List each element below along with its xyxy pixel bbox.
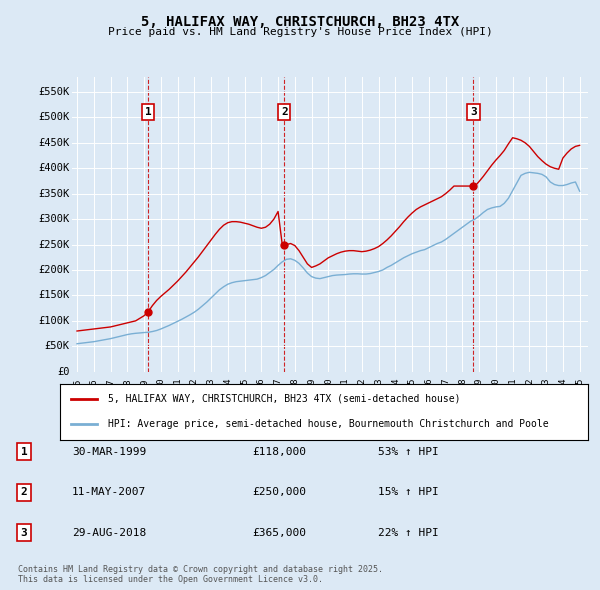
Text: £118,000: £118,000 — [252, 447, 306, 457]
Text: 2012: 2012 — [358, 378, 367, 399]
Text: £550K: £550K — [38, 87, 70, 97]
Text: 2020: 2020 — [491, 378, 500, 399]
Text: 2017: 2017 — [441, 378, 450, 399]
Text: 2023: 2023 — [542, 378, 551, 399]
Text: 2016: 2016 — [424, 378, 433, 399]
Text: 2024: 2024 — [559, 378, 568, 399]
Text: 1995: 1995 — [73, 378, 82, 399]
Text: 2014: 2014 — [391, 378, 400, 399]
Text: 2013: 2013 — [374, 378, 383, 399]
Text: £0: £0 — [57, 367, 70, 376]
Text: 2: 2 — [281, 107, 287, 117]
Text: £150K: £150K — [38, 290, 70, 300]
Text: 1997: 1997 — [106, 378, 115, 399]
Text: 2005: 2005 — [240, 378, 249, 399]
Text: 2021: 2021 — [508, 378, 517, 399]
Text: 2011: 2011 — [341, 378, 350, 399]
Text: 5, HALIFAX WAY, CHRISTCHURCH, BH23 4TX: 5, HALIFAX WAY, CHRISTCHURCH, BH23 4TX — [141, 15, 459, 29]
Text: 2008: 2008 — [290, 378, 299, 399]
Text: £400K: £400K — [38, 163, 70, 173]
Text: £365,000: £365,000 — [252, 528, 306, 538]
Text: £450K: £450K — [38, 138, 70, 148]
Text: 2002: 2002 — [190, 378, 199, 399]
Text: 30-MAR-1999: 30-MAR-1999 — [72, 447, 146, 457]
Text: 1999: 1999 — [140, 378, 149, 399]
Text: 3: 3 — [20, 528, 28, 538]
Text: Price paid vs. HM Land Registry's House Price Index (HPI): Price paid vs. HM Land Registry's House … — [107, 27, 493, 37]
Text: 2022: 2022 — [525, 378, 534, 399]
Text: £300K: £300K — [38, 214, 70, 224]
Text: £100K: £100K — [38, 316, 70, 326]
Text: 2015: 2015 — [407, 378, 416, 399]
Text: 5, HALIFAX WAY, CHRISTCHURCH, BH23 4TX (semi-detached house): 5, HALIFAX WAY, CHRISTCHURCH, BH23 4TX (… — [107, 394, 460, 404]
Text: 11-MAY-2007: 11-MAY-2007 — [72, 487, 146, 497]
Text: 15% ↑ HPI: 15% ↑ HPI — [378, 487, 439, 497]
Text: 53% ↑ HPI: 53% ↑ HPI — [378, 447, 439, 457]
Text: £250K: £250K — [38, 240, 70, 250]
Text: 1: 1 — [145, 107, 152, 117]
Text: 1: 1 — [20, 447, 28, 457]
Text: 22% ↑ HPI: 22% ↑ HPI — [378, 528, 439, 538]
Text: 2010: 2010 — [324, 378, 333, 399]
Text: 2004: 2004 — [223, 378, 232, 399]
Text: 2001: 2001 — [173, 378, 182, 399]
Text: £350K: £350K — [38, 189, 70, 199]
Text: Contains HM Land Registry data © Crown copyright and database right 2025.
This d: Contains HM Land Registry data © Crown c… — [18, 565, 383, 584]
Text: 2003: 2003 — [206, 378, 215, 399]
Text: £250,000: £250,000 — [252, 487, 306, 497]
Text: 1998: 1998 — [123, 378, 132, 399]
Text: £50K: £50K — [44, 341, 70, 351]
Text: 2000: 2000 — [156, 378, 165, 399]
Text: 2009: 2009 — [307, 378, 316, 399]
Text: 2: 2 — [20, 487, 28, 497]
Text: 2025: 2025 — [575, 378, 584, 399]
Text: 1996: 1996 — [89, 378, 98, 399]
Text: HPI: Average price, semi-detached house, Bournemouth Christchurch and Poole: HPI: Average price, semi-detached house,… — [107, 419, 548, 430]
Text: £200K: £200K — [38, 265, 70, 275]
Text: 2019: 2019 — [475, 378, 484, 399]
Text: 3: 3 — [470, 107, 477, 117]
Text: 29-AUG-2018: 29-AUG-2018 — [72, 528, 146, 538]
Text: 2007: 2007 — [274, 378, 283, 399]
Text: £500K: £500K — [38, 112, 70, 122]
Text: 2006: 2006 — [257, 378, 266, 399]
Text: 2018: 2018 — [458, 378, 467, 399]
